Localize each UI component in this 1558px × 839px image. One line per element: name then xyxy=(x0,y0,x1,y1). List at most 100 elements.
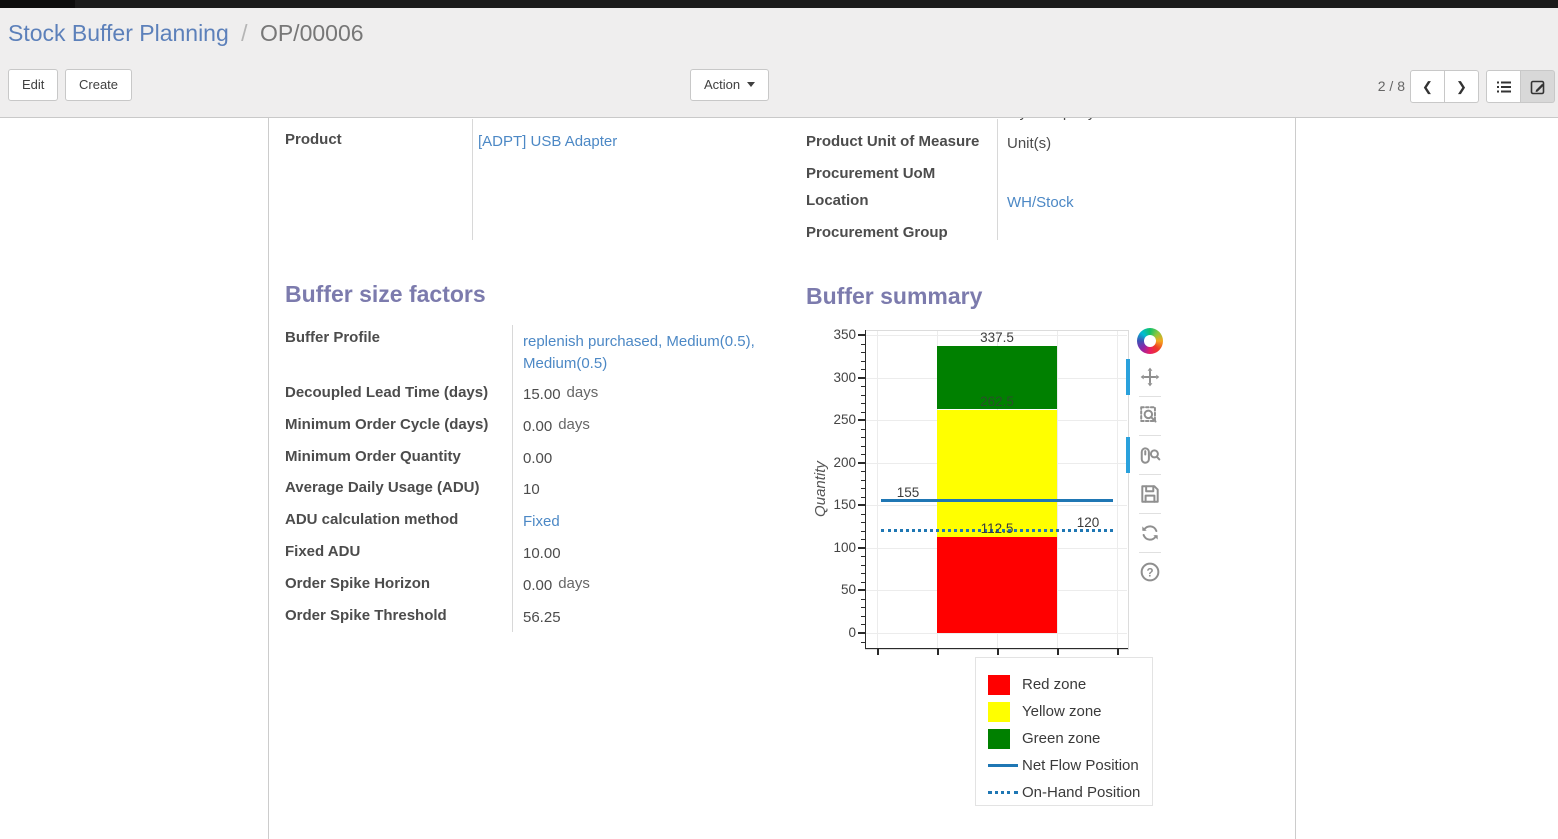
toolbar-divider xyxy=(1139,396,1161,397)
toolbar-divider xyxy=(1139,513,1161,514)
box-zoom-icon xyxy=(1140,406,1157,423)
legend-item: Net Flow Position xyxy=(988,752,1152,779)
uom-value: Unit(s) xyxy=(1007,135,1052,152)
y-axis xyxy=(865,330,866,649)
pager-nav: ❮ ❯ xyxy=(1410,70,1479,103)
chevron-left-icon: ❮ xyxy=(1422,78,1433,94)
pager-previous-button[interactable]: ❮ xyxy=(1410,70,1445,103)
v-gridline xyxy=(1117,331,1118,648)
y-tick-label: 150 xyxy=(833,497,856,513)
order-spike-horizon-value: 0.00 days xyxy=(523,575,590,594)
legend-label: Red zone xyxy=(1022,676,1087,693)
y-tick-label: 350 xyxy=(833,327,856,342)
procurement-uom-label: Procurement UoM xyxy=(806,165,936,182)
location-value-link[interactable]: WH/Stock xyxy=(1007,194,1074,211)
minimum-order-cycle-value: 0.00 days xyxy=(523,416,590,435)
svg-text:?: ? xyxy=(1146,567,1153,579)
bokeh-logo-hole xyxy=(1144,335,1156,347)
green-zone xyxy=(937,345,1057,410)
minimum-order-cycle-label: Minimum Order Cycle (days) xyxy=(285,416,489,433)
buffer-summary-title: Buffer summary xyxy=(806,283,983,309)
reset-tool-button[interactable] xyxy=(1137,520,1163,546)
y-minor-tick xyxy=(861,530,865,532)
y-tick-label: 50 xyxy=(840,582,856,598)
save-icon xyxy=(1141,485,1159,503)
x-major-tick xyxy=(1117,649,1119,655)
y-minor-tick xyxy=(861,428,865,430)
chevron-down-icon xyxy=(747,82,756,87)
y-minor-tick xyxy=(861,437,865,439)
y-minor-tick xyxy=(861,556,865,558)
action-dropdown-button[interactable]: Action xyxy=(690,69,770,101)
dotted-line-marker xyxy=(988,791,1018,794)
legend-marker xyxy=(988,701,1022,722)
product-label: Product xyxy=(285,131,342,148)
control-panel xyxy=(0,8,1558,118)
form-view-button[interactable] xyxy=(1521,70,1555,103)
y-major-tick xyxy=(858,589,865,592)
chart-legend: Red zone Yellow zone Green zone Net Flow Po… xyxy=(975,657,1153,806)
wheel-zoom-icon xyxy=(1140,447,1161,464)
annotation-120: 120 xyxy=(1076,514,1100,530)
pan-tool-button[interactable] xyxy=(1126,359,1163,395)
y-major-tick xyxy=(858,504,865,507)
wheel-zoom-tool-button[interactable] xyxy=(1126,437,1163,473)
v-gridline xyxy=(1057,331,1058,648)
y-major-tick xyxy=(858,376,865,379)
adu-method-label: ADU calculation method xyxy=(285,511,459,528)
adu-label: Average Daily Usage (ADU) xyxy=(285,479,480,496)
red-zone xyxy=(937,537,1057,633)
list-icon xyxy=(1496,81,1511,92)
product-value-link[interactable]: [ADPT] USB Adapter xyxy=(478,133,618,150)
y-major-tick xyxy=(858,334,865,336)
legend-label: On-Hand Position xyxy=(1022,784,1141,801)
y-minor-tick xyxy=(861,445,865,447)
y-axis-label: Quantity xyxy=(812,461,829,517)
create-button[interactable]: Create xyxy=(65,69,133,101)
y-major-tick xyxy=(858,461,865,464)
y-minor-tick xyxy=(861,573,865,575)
procurement-group-label: Procurement Group xyxy=(806,224,948,241)
fixed-adu-value: 10.00 xyxy=(523,545,561,562)
line-marker xyxy=(988,764,1018,767)
legend-marker xyxy=(988,791,1022,794)
adu-method-value-link[interactable]: Fixed xyxy=(523,513,560,530)
order-spike-threshold-value: 56.25 xyxy=(523,609,561,626)
box-zoom-tool-button[interactable] xyxy=(1137,403,1163,429)
pan-icon xyxy=(1140,367,1160,387)
edit-button[interactable]: Edit xyxy=(8,69,59,101)
y-minor-tick xyxy=(861,539,865,541)
y-minor-tick xyxy=(861,488,865,490)
help-tool-button[interactable]: ? xyxy=(1137,559,1163,585)
y-minor-tick xyxy=(861,411,865,413)
breadcrumb-parent-link[interactable]: Stock Buffer Planning xyxy=(8,20,229,46)
minimum-order-quantity-label: Minimum Order Quantity xyxy=(285,448,461,465)
save-tool-button[interactable] xyxy=(1137,481,1163,507)
y-tick-label: 200 xyxy=(833,454,856,470)
pager-next-button[interactable]: ❯ xyxy=(1445,70,1479,103)
net-flow-position-line xyxy=(881,499,1113,503)
swatch-marker xyxy=(988,701,1010,722)
chart-toolbar: ? xyxy=(1126,328,1168,589)
bokeh-logo[interactable] xyxy=(1137,328,1163,354)
decoupled-lead-time-value: 15.00 days xyxy=(523,384,599,403)
buffer-summary-chart: Quantity 0 50 100 150 200 250 300 350 337.5 262.… xyxy=(810,325,1180,820)
buffer-profile-value-link[interactable]: replenish purchased, Medium(0.5), Medium… xyxy=(523,333,755,372)
legend-item: On-Hand Position xyxy=(988,779,1152,806)
top-menu-strip-left xyxy=(0,0,75,8)
fixed-adu-label: Fixed ADU xyxy=(285,543,361,560)
y-major-tick xyxy=(858,632,865,634)
y-tick-label: 300 xyxy=(833,369,856,385)
buffer-profile-label: Buffer Profile xyxy=(285,329,381,346)
help-icon: ? xyxy=(1140,562,1160,582)
y-minor-tick xyxy=(861,394,865,396)
adu-value: 10 xyxy=(523,481,540,498)
y-tick-label: 100 xyxy=(833,539,856,555)
swatch-marker xyxy=(988,674,1010,695)
y-minor-tick xyxy=(861,496,865,498)
y-minor-tick xyxy=(861,513,865,515)
list-view-button[interactable] xyxy=(1486,70,1521,103)
v-gridline xyxy=(877,331,878,648)
y-minor-tick xyxy=(861,607,865,609)
